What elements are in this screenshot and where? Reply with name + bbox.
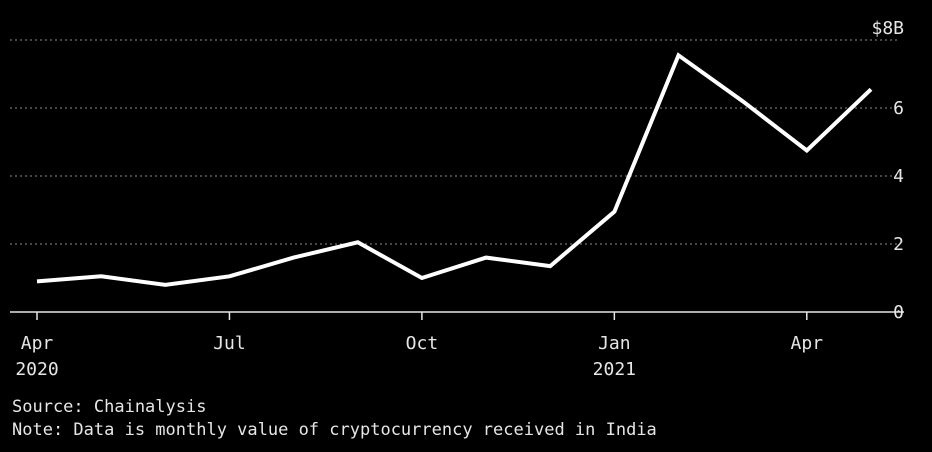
x-tick-year-label: 2020: [15, 359, 58, 380]
x-tick-label: Apr: [791, 333, 824, 354]
y-tick-label: 0: [893, 302, 904, 323]
y-tick-label: 6: [893, 98, 904, 119]
x-tick-label: Jul: [213, 333, 246, 354]
x-tick-label: Oct: [406, 333, 439, 354]
x-tick-label: Apr: [21, 333, 54, 354]
line-chart: $8B 6 4 2 0 Apr 2020 Jul Oct Jan 2021 Apr: [10, 18, 904, 380]
series-layer: [36, 52, 873, 287]
source-note: Source: Chainalysis: [12, 397, 207, 417]
x-tick-year-label: 2021: [593, 359, 636, 380]
y-tick-label: 2: [893, 234, 904, 255]
y-tick-label: $8B: [871, 18, 904, 39]
series-line-0: [36, 52, 873, 287]
y-tick-label: 4: [893, 166, 904, 187]
y-axis-labels: $8B 6 4 2 0: [871, 18, 904, 323]
data-note: Note: Data is monthly value of cryptocur…: [12, 420, 657, 440]
x-axis: [10, 311, 904, 320]
gridlines: [10, 39, 900, 245]
x-axis-labels: Apr 2020 Jul Oct Jan 2021 Apr: [15, 333, 823, 380]
x-tick-label: Jan: [598, 333, 631, 354]
